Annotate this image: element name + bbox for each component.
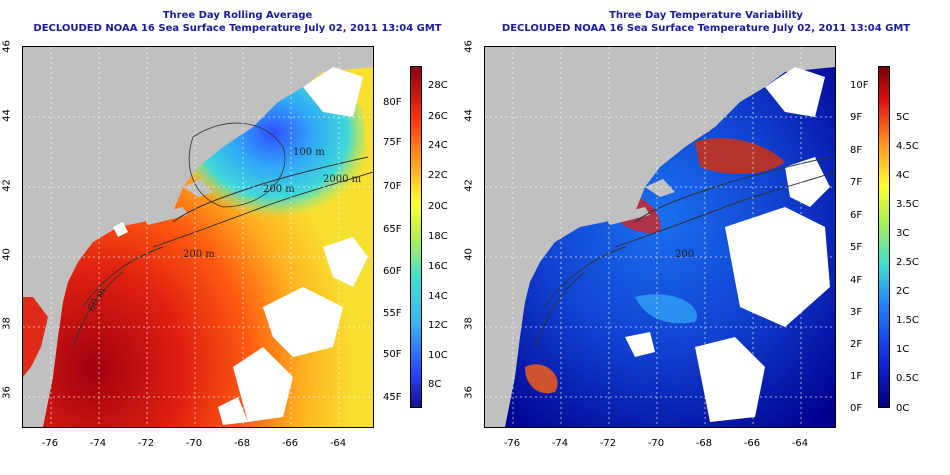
colorbar-label-c: 24C <box>428 140 448 151</box>
colorbar-label-c: 8C <box>428 379 442 390</box>
x-tick: -72 <box>599 438 617 449</box>
y-tick: 42 <box>463 179 475 192</box>
colorbar-label-c: 0C <box>896 403 910 414</box>
colorbar-label-f: 55F <box>383 308 402 319</box>
colorbar-label-c: 22C <box>428 170 448 181</box>
colorbar-label-c: 4.5C <box>896 141 919 152</box>
x-tick: -68 <box>695 438 713 449</box>
colorbar-label-c: 5C <box>896 112 910 123</box>
panel-title: Three Day Rolling Average <box>162 10 313 21</box>
y-tick: 40 <box>1 248 13 261</box>
y-tick: 38 <box>1 317 13 330</box>
colorbar-label-f: 70F <box>383 181 402 192</box>
colorbar-label-f: 65F <box>383 224 402 235</box>
sst-variability-panel: Three Day Temperature Variability DECLOU… <box>462 0 950 475</box>
y-tick: 44 <box>1 109 13 122</box>
contour-label: 200 <box>675 249 694 260</box>
y-tick: 44 <box>463 109 475 122</box>
colorbar-label-f: 1F <box>850 371 863 382</box>
y-tick: 36 <box>1 386 13 399</box>
colorbar-label-c: 3C <box>896 228 910 239</box>
colorbar-label-f: 8F <box>850 145 863 156</box>
colorbar-label-c: 12C <box>428 320 448 331</box>
x-tick: -76 <box>41 438 59 449</box>
colorbar-label-f: 2F <box>850 339 863 350</box>
y-tick: 38 <box>463 317 475 330</box>
sst-colorbar <box>410 66 422 408</box>
variability-colorbar <box>878 66 890 408</box>
colorbar-label-f: 80F <box>383 97 402 108</box>
colorbar-label-f: 60F <box>383 266 402 277</box>
colorbar-label-c: 2.5C <box>896 257 919 268</box>
y-tick: 42 <box>1 179 13 192</box>
x-tick: -72 <box>137 438 155 449</box>
colorbar-label-c: 10C <box>428 350 448 361</box>
colorbar-label-f: 3F <box>850 307 863 318</box>
colorbar-label-f: 9F <box>850 112 863 123</box>
colorbar-label-f: 50F <box>383 349 402 360</box>
contour-label: 200 m <box>263 184 295 195</box>
colorbar-label-c: 20C <box>428 201 448 212</box>
y-tick: 40 <box>463 248 475 261</box>
x-tick: -68 <box>233 438 251 449</box>
colorbar-label-c: 16C <box>428 261 448 272</box>
sst-map: 100 m 200 m 2000 m 200 m 60 m <box>22 46 374 428</box>
colorbar-label-f: 75F <box>383 137 402 148</box>
colorbar-label-c: 2C <box>896 286 910 297</box>
y-tick: 36 <box>463 386 475 399</box>
sst-average-panel: Three Day Rolling Average DECLOUDED NOAA… <box>1 10 448 449</box>
colorbar-label-c: 18C <box>428 231 448 242</box>
colorbar-label-f: 45F <box>383 392 402 403</box>
y-tick: 46 <box>1 40 13 53</box>
variability-map: 200 <box>484 46 836 428</box>
x-tick: -64 <box>329 438 347 449</box>
colorbar-label-c: 4C <box>896 170 910 181</box>
contour-label: 2000 m <box>323 174 362 185</box>
x-tick: -64 <box>791 438 809 449</box>
colorbar-label-c: 28C <box>428 80 448 91</box>
panel-title: Three Day Temperature Variability <box>609 10 803 21</box>
colorbar-label-c: 1C <box>896 344 910 355</box>
contour-label: 200 m <box>183 249 215 260</box>
x-tick: -70 <box>647 438 665 449</box>
x-tick: -66 <box>281 438 299 449</box>
x-tick: -66 <box>743 438 761 449</box>
colorbar-label-f: 4F <box>850 275 863 286</box>
colorbar-label-c: 14C <box>428 291 448 302</box>
colorbar-label-f: 0F <box>850 403 863 414</box>
colorbar-label-f: 10F <box>850 80 869 91</box>
colorbar-label-c: 26C <box>428 111 448 122</box>
x-tick: -74 <box>551 438 569 449</box>
colorbar-label-f: 7F <box>850 177 863 188</box>
colorbar-label-c: 0.5C <box>896 373 919 384</box>
colorbar-label-f: 5F <box>850 242 863 253</box>
x-tick: -76 <box>503 438 521 449</box>
panel-subtitle: DECLOUDED NOAA 16 Sea Surface Temperatur… <box>33 23 442 34</box>
x-tick: -70 <box>185 438 203 449</box>
x-tick: -74 <box>89 438 107 449</box>
colorbar-label-c: 1.5C <box>896 315 919 326</box>
colorbar-label-c: 3.5C <box>896 199 919 210</box>
panel-subtitle: DECLOUDED NOAA 16 Sea Surface Temperatur… <box>501 23 911 34</box>
y-tick: 46 <box>463 40 475 53</box>
colorbar-label-f: 6F <box>850 210 863 221</box>
contour-label: 100 m <box>293 147 325 158</box>
